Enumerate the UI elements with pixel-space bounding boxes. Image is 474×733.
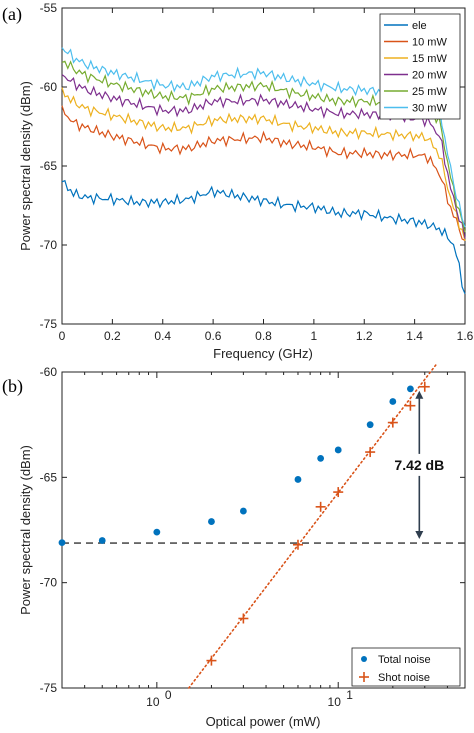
total-noise-point: [153, 528, 161, 536]
y-tick-label: -60: [40, 365, 58, 379]
annotation-arrow-head-up: [415, 390, 424, 399]
total-noise-point: [317, 454, 325, 462]
total-noise-point: [389, 398, 397, 405]
total-noise-point: [98, 537, 106, 544]
panel-a-legend: ele 10 mW 15 mW 20 mW 25 mW 30 mW: [379, 13, 461, 120]
panel-b-lines: [62, 362, 465, 689]
annotation-label-bg: [385, 453, 454, 476]
annotation-label: 7.42 dB: [394, 457, 444, 473]
panel-b-ticks: 10 0 10 1 -75 -70 -65 -60: [40, 365, 466, 709]
y-tick-label: -75: [40, 681, 58, 695]
shot-noise-point: [315, 501, 326, 512]
series-line-0: [61, 179, 466, 295]
panel-b-legend: Total noise Shot noise: [351, 647, 461, 687]
x-tick-label: 1.6: [457, 329, 474, 343]
shot-noise-point: [419, 381, 430, 392]
x-tick-label-exp: 1: [346, 688, 353, 702]
y-tick-label: -65: [40, 470, 58, 484]
legend-box: [379, 13, 461, 120]
total-noise-point: [208, 518, 215, 525]
shot-noise-point: [206, 655, 217, 666]
legend-label: 25 mW: [412, 86, 447, 98]
y-tick-label: -70: [40, 238, 58, 252]
legend-label: 20 mW: [412, 70, 447, 82]
shot-noise-point: [333, 487, 344, 498]
x-tick-label: 0.6: [205, 329, 222, 343]
legend-label: Total noise: [378, 654, 431, 666]
x-tick-label-exp: 0: [165, 688, 172, 702]
panel-b-label: (b): [2, 376, 23, 397]
total-noise-point: [406, 385, 414, 393]
legend-marker-circle: [361, 656, 367, 662]
total-noise-point: [366, 421, 374, 429]
panel-b-points: [58, 381, 430, 666]
total-noise-point: [239, 507, 247, 515]
annotation-arrow-head-down: [415, 531, 424, 540]
legend-label: ele: [412, 20, 427, 32]
shot-noise-point: [405, 400, 416, 411]
panel-a-label: (a): [2, 4, 22, 25]
legend-box: [351, 647, 461, 687]
shot-noise-fit-line: [187, 362, 438, 689]
legend-label: 15 mW: [412, 53, 447, 65]
x-tick-label: 1: [311, 329, 318, 343]
legend-label: 10 mW: [412, 37, 447, 49]
y-tick-label: -55: [40, 1, 58, 15]
panel-b-plot-frame: [61, 371, 466, 689]
x-tick-label: 1.4: [406, 329, 423, 343]
series-line-2: [61, 87, 466, 242]
y-tick-label: -70: [40, 576, 58, 590]
panel-a-y-axis-title: Power spectral density (dBm): [18, 81, 33, 251]
shot-noise-point: [387, 417, 398, 428]
legend-label: 30 mW: [412, 103, 447, 115]
panel-b-annotation: 7.42 dB: [385, 390, 454, 540]
y-tick-label: -60: [40, 80, 58, 94]
panel-b-chart: (b) 10 0 10 1 -75 -70 -65 -60 7.42 dB Optical p…: [2, 362, 466, 729]
shot-noise-point: [238, 613, 249, 624]
panel-b-x-axis-title: Optical power (mW): [206, 714, 321, 729]
panel-a-ticks: 0 0.2 0.4 0.6 0.8 1 1.2 1.4 1.6 -75 -70 -65 -60 -55: [40, 1, 474, 343]
series-line-1: [61, 105, 466, 242]
x-tick-label: 0: [59, 329, 66, 343]
x-tick-label-base: 10: [328, 695, 342, 709]
total-noise-point: [334, 446, 342, 454]
total-noise-point: [58, 539, 66, 547]
y-tick-label: -65: [40, 159, 58, 173]
x-tick-label-base: 10: [146, 695, 160, 709]
x-tick-label: 0.8: [255, 329, 272, 343]
panel-a-chart: (a) 0 0.2 0.4 0.6 0.8 1 1.2 1.4 1.6 -75 -70 -65 -60 -…: [2, 1, 474, 361]
x-tick-label: 0.2: [104, 329, 121, 343]
total-noise-point: [294, 476, 302, 483]
panel-a-x-axis-title: Frequency (GHz): [213, 346, 313, 361]
legend-label: Shot noise: [378, 672, 430, 684]
shot-noise-point: [365, 447, 376, 458]
y-tick-label: -75: [40, 317, 58, 331]
shot-noise-point: [292, 539, 303, 550]
panel-b-y-axis-title: Power spectral density (dBm): [18, 445, 33, 615]
x-tick-label: 0.4: [154, 329, 171, 343]
x-tick-label: 1.2: [356, 329, 373, 343]
